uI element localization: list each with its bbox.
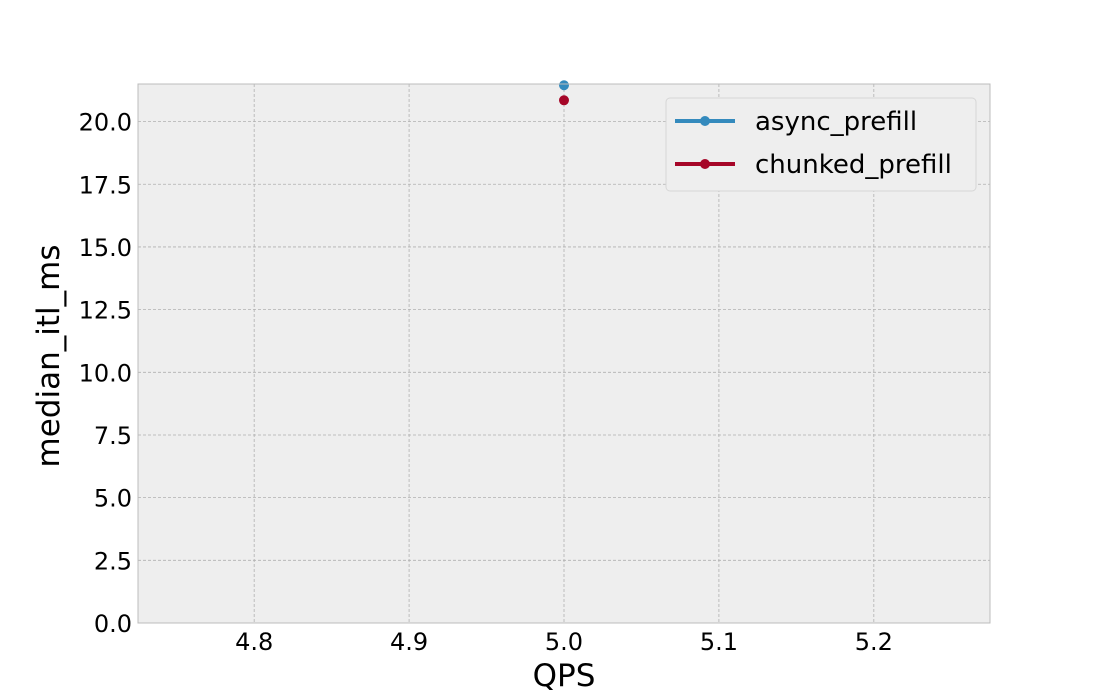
x-tick-label: 5.1	[700, 628, 738, 656]
y-tick-label: 5.0	[94, 485, 132, 513]
y-tick-label: 2.5	[94, 547, 132, 575]
x-tick-label: 4.9	[390, 628, 428, 656]
x-axis-label: QPS	[533, 658, 596, 694]
x-tick-labels: 4.8 4.9 5.0 5.1 5.2	[235, 628, 893, 656]
y-tick-label: 15.0	[79, 234, 132, 262]
y-tick-label: 0.0	[94, 610, 132, 638]
y-tick-labels: 0.0 2.5 5.0 7.5 10.0 12.5 15.0 17.5 20.0	[79, 109, 132, 638]
data-point-async_prefill	[559, 80, 569, 91]
legend: async_prefill chunked_prefill	[665, 97, 977, 192]
y-tick-label: 12.5	[79, 297, 132, 325]
legend-label-chunked_prefill: chunked_prefill	[755, 150, 952, 180]
legend-marker-chunked_prefill	[700, 159, 710, 169]
y-axis-label: median_itl_ms	[31, 245, 67, 468]
series-layer	[559, 80, 569, 106]
y-tick-label: 10.0	[79, 359, 132, 387]
x-tick-label: 5.0	[545, 628, 583, 656]
data-point-chunked_prefill	[559, 95, 569, 106]
legend-box	[665, 97, 977, 192]
x-tick-label: 5.2	[855, 628, 893, 656]
y-tick-label: 7.5	[94, 422, 132, 450]
y-tick-label: 20.0	[79, 109, 132, 137]
x-tick-label: 4.8	[235, 628, 273, 656]
plot-frame	[137, 83, 991, 624]
y-tick-label: 17.5	[79, 171, 132, 199]
legend-label-async_prefill: async_prefill	[755, 107, 917, 137]
legend-marker-async_prefill	[700, 116, 710, 126]
